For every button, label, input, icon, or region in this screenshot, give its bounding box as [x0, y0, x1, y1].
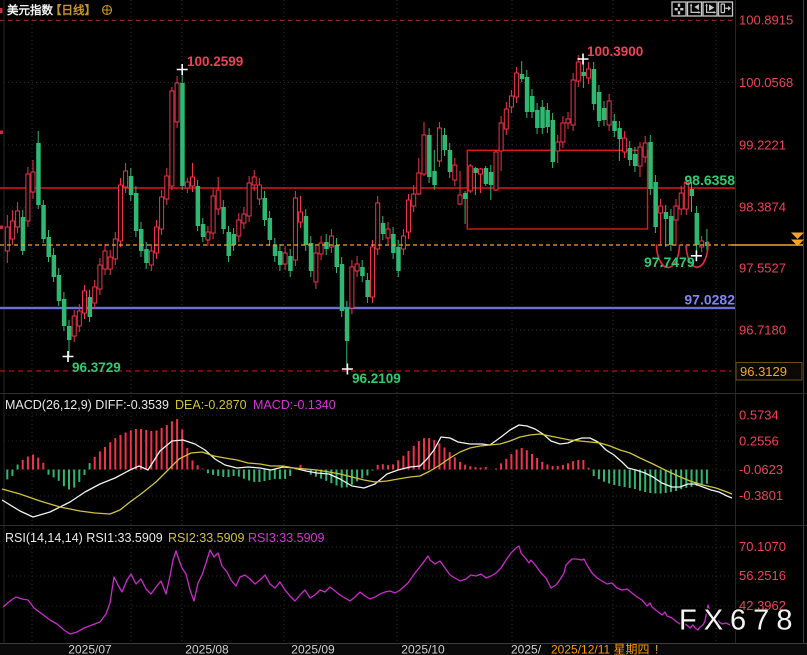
svg-text:97.7479: 97.7479 [644, 254, 695, 270]
svg-text:FX678: FX678 [679, 605, 799, 637]
svg-text:MACD:-0.1340: MACD:-0.1340 [253, 398, 336, 412]
svg-text:100.3900: 100.3900 [587, 44, 643, 59]
svg-text:100.8915: 100.8915 [739, 13, 793, 28]
svg-text:98.6358: 98.6358 [684, 172, 735, 188]
svg-text:96.2109: 96.2109 [352, 371, 401, 386]
svg-text:2025/09: 2025/09 [291, 643, 335, 655]
svg-text:97.0282: 97.0282 [684, 292, 735, 308]
svg-text:RSI(14,14,14) RSI1:33.5909: RSI(14,14,14) RSI1:33.5909 [5, 531, 163, 545]
svg-text:96.7180: 96.7180 [739, 323, 786, 338]
svg-text:2025/12/11 星期四: 2025/12/11 星期四 [551, 643, 650, 655]
svg-text:-0.0623: -0.0623 [739, 462, 783, 477]
svg-text:100.0568: 100.0568 [739, 75, 793, 90]
svg-text:42.3962: 42.3962 [739, 598, 786, 613]
svg-text:DEA:-0.2870: DEA:-0.2870 [175, 398, 247, 412]
svg-text:97.5527: 97.5527 [739, 261, 786, 276]
svg-text:0.2556: 0.2556 [739, 434, 779, 449]
svg-text:MACD(26,12,9) DIFF:-0.3539: MACD(26,12,9) DIFF:-0.3539 [5, 398, 169, 412]
svg-text:RSI3:33.5909: RSI3:33.5909 [248, 531, 324, 545]
svg-text:96.3729: 96.3729 [72, 360, 121, 375]
svg-text:【日线】: 【日线】 [50, 3, 96, 17]
svg-text:96.3129: 96.3129 [740, 364, 787, 379]
svg-text:100.2599: 100.2599 [187, 54, 243, 69]
svg-text:2025/08: 2025/08 [185, 643, 229, 655]
svg-text:70.1070: 70.1070 [739, 539, 786, 554]
svg-text:99.2221: 99.2221 [739, 138, 786, 153]
svg-text:98.3874: 98.3874 [739, 200, 786, 215]
svg-text:2025/: 2025/ [511, 643, 542, 655]
svg-text:美元指数: 美元指数 [7, 3, 53, 17]
svg-text:!: ! [655, 643, 658, 655]
svg-text:-0.3801: -0.3801 [739, 488, 783, 503]
svg-text:0.5734: 0.5734 [739, 408, 779, 423]
svg-text:RSI2:33.5909: RSI2:33.5909 [168, 531, 244, 545]
svg-text:2025/10: 2025/10 [401, 643, 445, 655]
svg-text:2025/07: 2025/07 [68, 643, 112, 655]
svg-text:56.2516: 56.2516 [739, 568, 786, 583]
